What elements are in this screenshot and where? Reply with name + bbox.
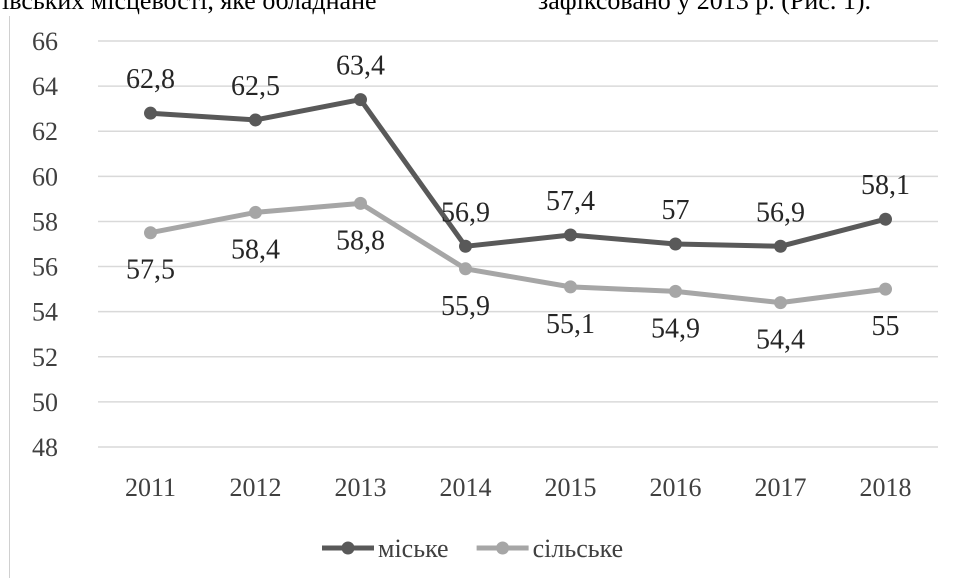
data-label-1-2017: 54,4 xyxy=(756,325,805,356)
data-label-0-2018: 58,1 xyxy=(861,170,910,201)
data-label-0-2011: 62,8 xyxy=(126,64,175,95)
y-tick-label-54: 54 xyxy=(32,298,58,327)
x-tick-label-2015: 2015 xyxy=(545,473,597,502)
grid-lines xyxy=(98,40,938,448)
y-tick-label-50: 50 xyxy=(32,388,58,417)
data-point-0-2012 xyxy=(249,113,262,127)
data-point-1-2012 xyxy=(249,205,262,219)
legend-marker-0 xyxy=(341,541,355,555)
data-point-0-2017 xyxy=(774,239,787,253)
data-label-0-2013: 63,4 xyxy=(336,51,385,82)
header-fragment-left: івських місцевості, яке обладнане xyxy=(2,0,377,15)
series-line-0 xyxy=(148,97,888,249)
data-label-1-2014: 55,9 xyxy=(441,291,490,322)
legend-marker-1 xyxy=(496,541,510,555)
y-tick-label-56: 56 xyxy=(32,253,58,282)
data-label-1-2012: 58,4 xyxy=(231,234,280,265)
data-point-1-2013 xyxy=(354,196,367,210)
data-point-1-2014 xyxy=(459,262,472,276)
y-axis-ticks: 48 50 52 54 56 58 60 62 64 66 xyxy=(32,27,58,462)
data-point-1-2011 xyxy=(144,226,157,240)
page-header-fragment: івських місцевості, яке обладнане зафікс… xyxy=(0,0,955,16)
x-axis-ticks: 2011 2012 2013 2014 2015 2016 2017 2018 xyxy=(125,473,912,502)
header-fragment-right: зафіксовано у 2013 р. (Рис. 1). xyxy=(538,0,872,15)
chart-border xyxy=(9,16,10,578)
legend: міське сільське xyxy=(322,534,623,563)
x-tick-label-2012: 2012 xyxy=(230,473,282,502)
y-tick-label-62: 62 xyxy=(32,117,58,146)
y-tick-label-66: 66 xyxy=(32,27,58,56)
data-label-0-2015: 57,4 xyxy=(546,186,595,217)
data-point-0-2018 xyxy=(879,212,892,226)
data-label-0-2016: 57 xyxy=(662,195,690,226)
data-point-1-2015 xyxy=(564,280,577,294)
data-label-0-2014: 56,9 xyxy=(441,197,490,228)
data-point-0-2015 xyxy=(564,228,577,242)
y-tick-label-52: 52 xyxy=(32,343,58,372)
data-label-0-2017: 56,9 xyxy=(756,197,805,228)
x-tick-label-2016: 2016 xyxy=(650,473,702,502)
x-tick-label-2013: 2013 xyxy=(335,473,387,502)
y-tick-label-64: 64 xyxy=(32,72,58,101)
series-points xyxy=(144,93,892,310)
data-label-1-2016: 54,9 xyxy=(651,313,700,344)
x-tick-label-2014: 2014 xyxy=(440,473,492,502)
data-point-1-2016 xyxy=(669,284,682,298)
data-label-1-2018: 55 xyxy=(872,311,900,342)
data-label-1-2013: 58,8 xyxy=(336,225,385,256)
data-labels: 62,8 62,5 63,4 56,9 57,4 57 56,9 58,1 57,5 58,4 58… xyxy=(126,51,910,356)
data-label-1-2015: 55,1 xyxy=(546,309,595,340)
legend-label-1: сільське xyxy=(533,534,624,563)
y-tick-label-48: 48 xyxy=(32,433,58,462)
x-tick-label-2011: 2011 xyxy=(125,473,176,502)
data-point-0-2016 xyxy=(669,237,682,251)
y-tick-label-60: 60 xyxy=(32,162,58,191)
data-point-0-2013 xyxy=(354,93,367,107)
data-point-0-2011 xyxy=(144,106,157,120)
series-lines xyxy=(148,97,888,306)
data-label-1-2011: 57,5 xyxy=(126,255,175,286)
data-point-0-2014 xyxy=(459,239,472,253)
data-point-1-2017 xyxy=(774,296,787,310)
series-line-1 xyxy=(148,200,888,306)
legend-label-0: міське xyxy=(378,534,449,563)
data-point-1-2018 xyxy=(879,282,892,296)
x-tick-label-2018: 2018 xyxy=(860,473,912,502)
x-tick-label-2017: 2017 xyxy=(755,473,807,502)
y-tick-label-58: 58 xyxy=(32,207,58,236)
data-label-0-2012: 62,5 xyxy=(231,71,280,102)
